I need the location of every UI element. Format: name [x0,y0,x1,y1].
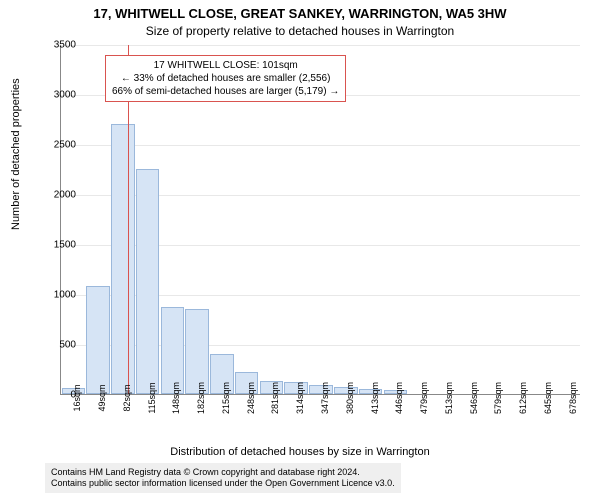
xtick-label: 215sqm [221,382,231,414]
ytick-label: 1500 [54,240,76,251]
annotation-box: 17 WHITWELL CLOSE: 101sqm ← 33% of detac… [105,55,346,102]
xtick-label: 678sqm [568,382,578,414]
xtick-label: 115sqm [147,382,157,413]
xtick-label: 347sqm [320,382,330,414]
footer-line2: Contains public sector information licen… [51,478,395,489]
xtick-label: 148sqm [171,382,181,414]
xtick-label: 82sqm [122,384,132,411]
histogram-bar [86,286,110,394]
xtick-label: 380sqm [345,382,355,414]
gridline [61,145,580,146]
xtick-label: 314sqm [295,382,305,414]
y-axis-label: Number of detached properties [10,78,22,230]
ytick-label: 500 [59,340,76,351]
xtick-label: 248sqm [246,382,256,414]
xtick-label: 612sqm [518,382,528,414]
ytick-label: 2000 [54,190,76,201]
histogram-bar [111,124,135,394]
xtick-label: 446sqm [394,382,404,414]
footer-box: Contains HM Land Registry data © Crown c… [45,463,401,493]
annotation-line3: 66% of semi-detached houses are larger (… [112,85,339,98]
annotation-line1: 17 WHITWELL CLOSE: 101sqm [112,59,339,72]
annotation-line2: ← 33% of detached houses are smaller (2,… [112,72,339,85]
xtick-label: 281sqm [270,382,280,414]
xtick-label: 645sqm [543,382,553,414]
x-axis-label: Distribution of detached houses by size … [0,446,600,458]
ytick-label: 1000 [54,290,76,301]
ytick-label: 3000 [54,90,76,101]
xtick-label: 49sqm [97,384,107,411]
xtick-label: 16sqm [72,384,82,411]
xtick-label: 513sqm [444,382,454,414]
ytick-label: 3500 [54,40,76,51]
xtick-label: 182sqm [196,382,206,414]
gridline [61,45,580,46]
xtick-label: 579sqm [493,382,503,414]
page-title: 17, WHITWELL CLOSE, GREAT SANKEY, WARRIN… [0,6,600,21]
histogram-bar [136,169,160,394]
xtick-label: 413sqm [370,382,380,414]
footer-line1: Contains HM Land Registry data © Crown c… [51,467,395,478]
chart-container: 17, WHITWELL CLOSE, GREAT SANKEY, WARRIN… [0,0,600,500]
xtick-label: 479sqm [419,382,429,414]
xtick-label: 546sqm [469,382,479,414]
histogram-bar [161,307,185,394]
ytick-label: 2500 [54,140,76,151]
page-subtitle: Size of property relative to detached ho… [0,24,600,38]
